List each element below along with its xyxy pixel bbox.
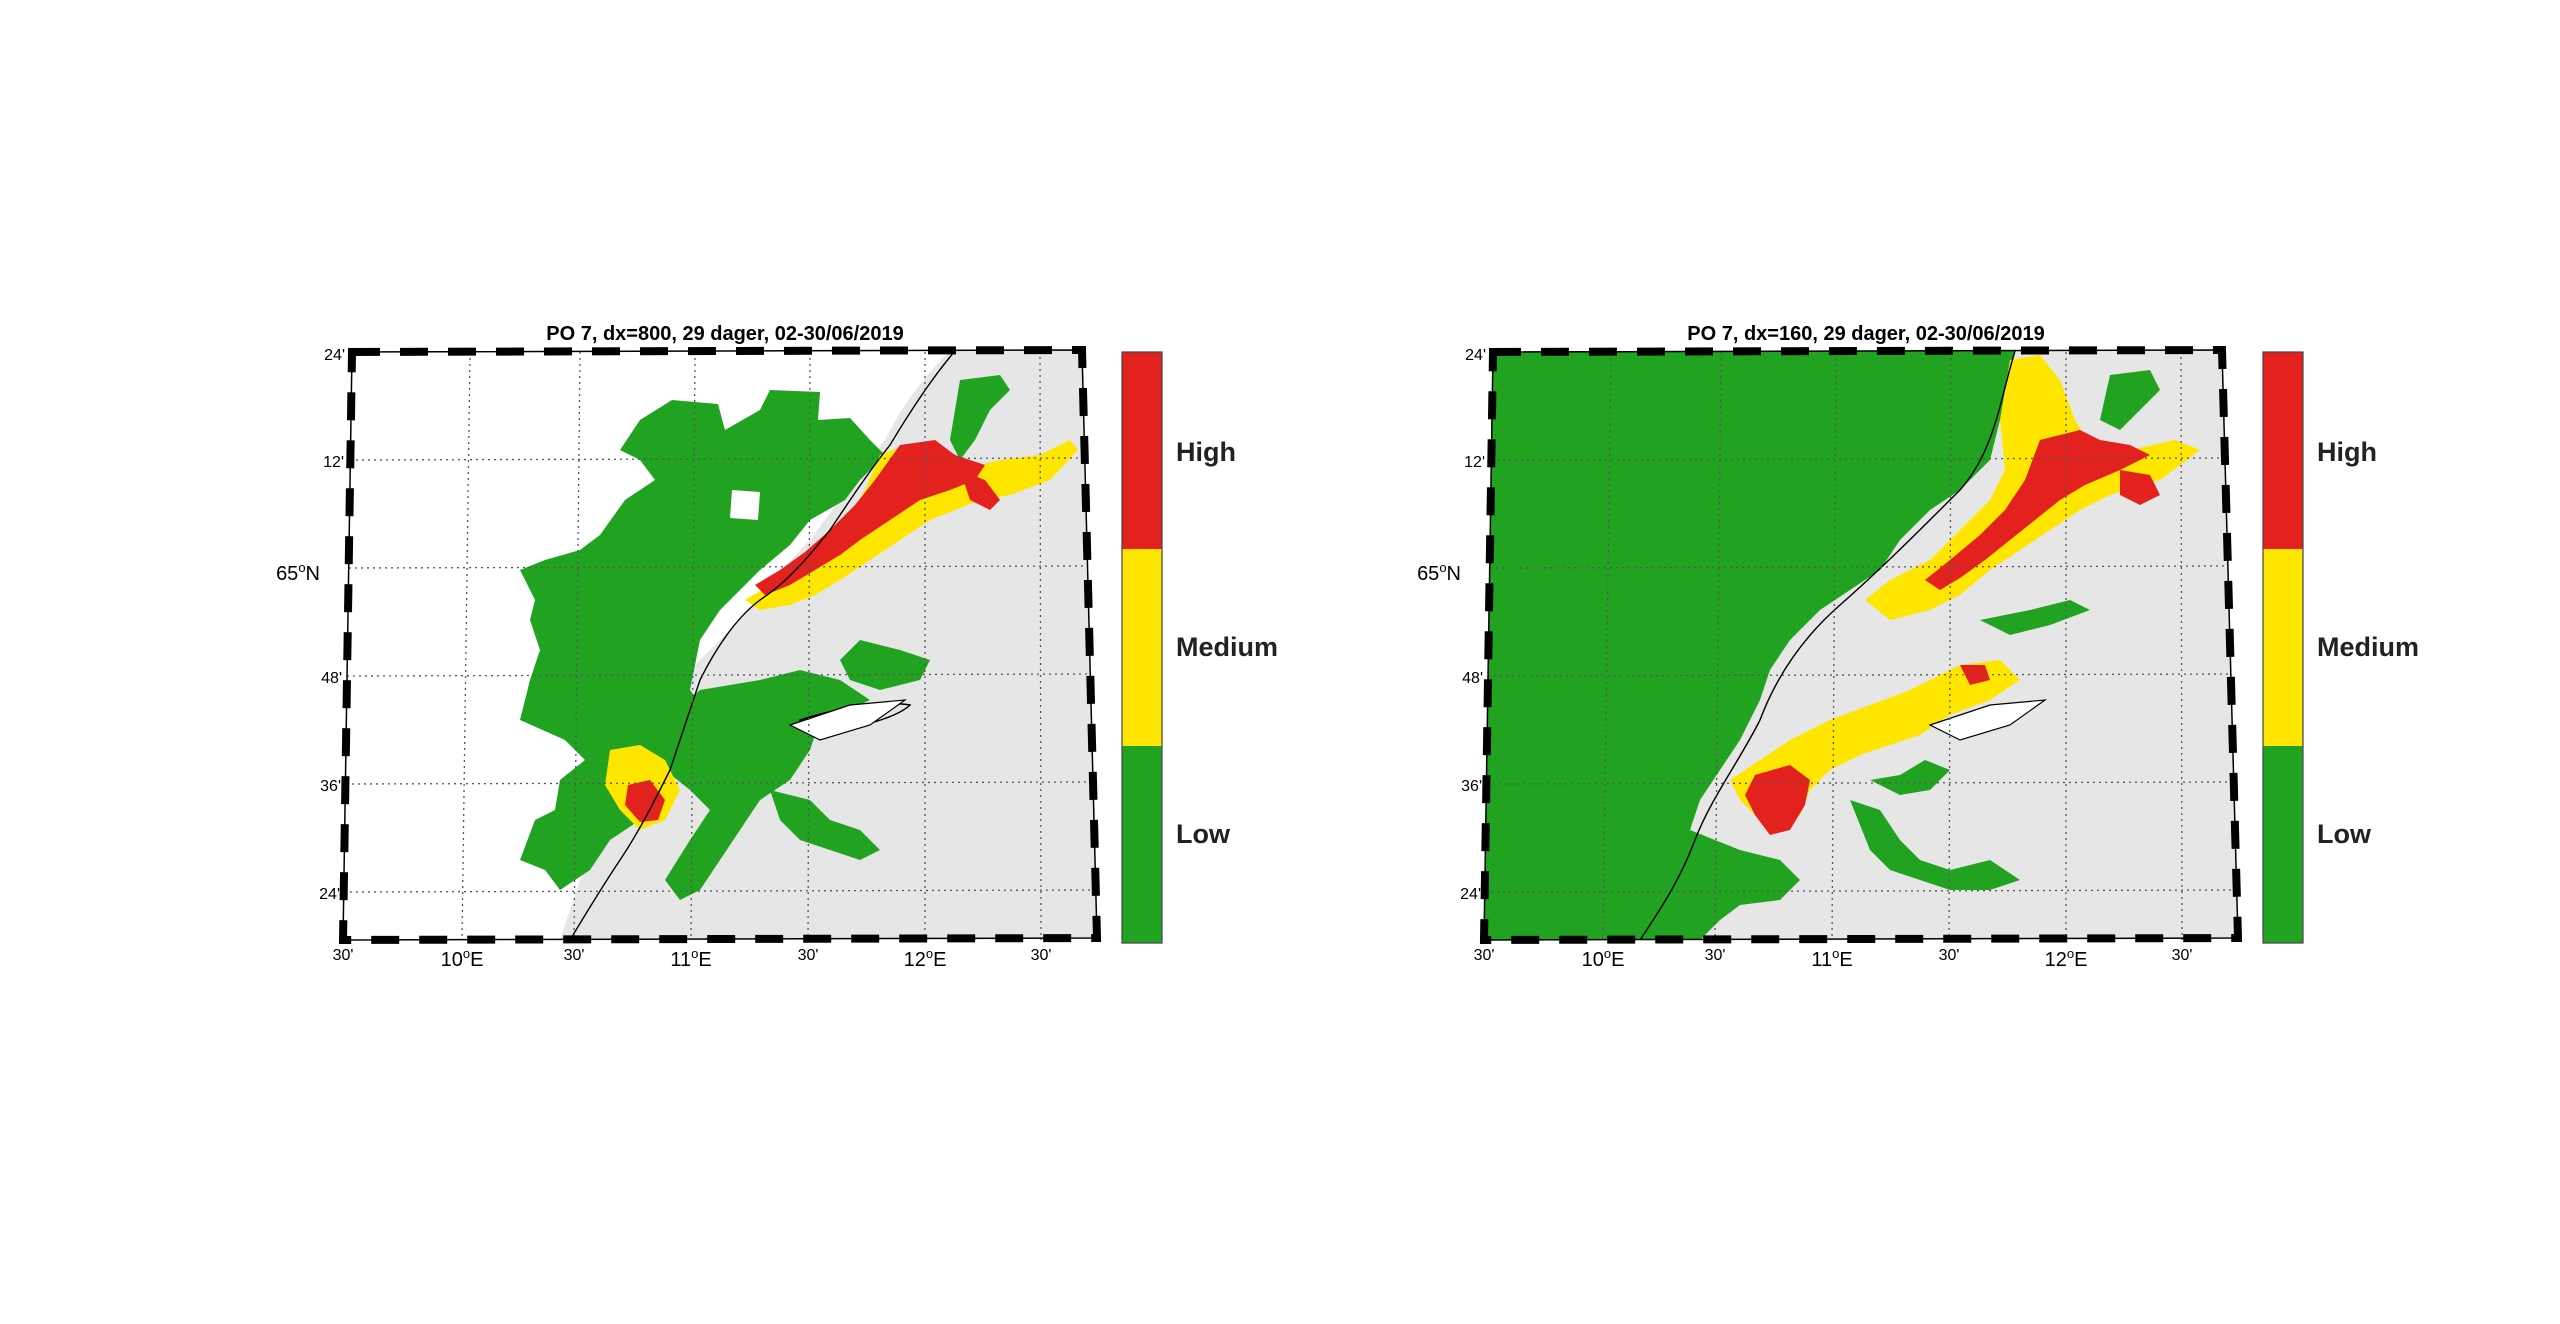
lon-label-30: 30' xyxy=(564,947,585,964)
high-zone-south xyxy=(625,780,665,822)
lon-label-30: 30' xyxy=(333,947,354,964)
colorbar-medium xyxy=(1122,549,1162,746)
high-zone-north xyxy=(755,440,985,595)
colorbar-medium xyxy=(2263,549,2303,746)
lon-label-30: 30' xyxy=(1031,947,1052,964)
lon-label-12e: 12oE xyxy=(2045,946,2088,971)
lat-label-12: 12' xyxy=(323,454,344,471)
lon-label-30: 30' xyxy=(1939,947,1960,964)
lon-label-10e: 10oE xyxy=(1582,946,1625,971)
colorbar: High Medium Low xyxy=(2262,351,2419,944)
high-zone-north-branch xyxy=(960,470,1000,510)
lat-label-65n: 65oN xyxy=(1417,560,1461,585)
lake xyxy=(788,699,908,741)
lat-label-24-bottom: 24' xyxy=(319,886,340,903)
low-fjord-middle xyxy=(1870,760,1950,795)
colorbar-outline xyxy=(2262,351,2304,944)
lon-label-30: 30' xyxy=(1474,947,1495,964)
map-title: PO 7, dx=160, 29 dager, 02-30/06/2019 xyxy=(1687,323,2044,345)
lat-label-36: 36' xyxy=(320,778,341,795)
colorbar-outline xyxy=(1121,351,1163,944)
colorbar-high xyxy=(1122,352,1162,549)
lat-label-12: 12' xyxy=(1464,454,1485,471)
colorbar-high xyxy=(2263,352,2303,549)
graticule xyxy=(1484,350,2237,941)
lake xyxy=(1928,699,2048,741)
map-frame-outline xyxy=(1483,349,2239,941)
legend-high: High xyxy=(1176,437,1236,467)
map-panel-dx800: PO 7, dx=800, 29 dager, 02-30/06/2019 xyxy=(276,323,1278,971)
legend-high: High xyxy=(2317,437,2377,467)
legend-low: Low xyxy=(2317,819,2372,849)
lon-label-10e: 10oE xyxy=(441,946,484,971)
colorbar: High Medium Low xyxy=(1121,351,1278,944)
map-frame-outline xyxy=(342,349,1098,941)
legend-medium: Medium xyxy=(1176,632,1278,662)
lon-label-30: 30' xyxy=(798,947,819,964)
lon-label-11e: 11oE xyxy=(670,946,711,971)
low-fjord-north xyxy=(950,375,1010,460)
medium-zone-north xyxy=(745,440,1078,610)
high-zone-north xyxy=(1925,430,2150,590)
low-fjord-middle xyxy=(840,640,930,690)
lat-label-36: 36' xyxy=(1461,778,1482,795)
graticule xyxy=(343,350,1096,941)
low-fjord-center xyxy=(1980,600,2090,635)
map-title: PO 7, dx=800, 29 dager, 02-30/06/2019 xyxy=(546,323,903,345)
low-fjord-north xyxy=(2100,370,2160,430)
lat-label-48: 48' xyxy=(1462,670,1483,687)
lat-label-24-top: 24' xyxy=(324,347,345,364)
low-fjord-southeast xyxy=(1850,800,2020,890)
legend-medium: Medium xyxy=(2317,632,2419,662)
low-zone xyxy=(1484,351,2015,940)
low-fjord-southeast xyxy=(770,790,880,860)
lon-label-30: 30' xyxy=(2172,947,2193,964)
coastline xyxy=(1639,350,2016,941)
high-zone-south xyxy=(1745,765,1810,835)
lon-label-11e: 11oE xyxy=(1811,946,1852,971)
legend-low: Low xyxy=(1176,819,1231,849)
colorbar-low xyxy=(2263,746,2303,943)
sea-gap xyxy=(730,490,760,520)
lon-label-12e: 12oE xyxy=(904,946,947,971)
lat-label-65n: 65oN xyxy=(276,560,320,585)
lat-label-24-top: 24' xyxy=(1465,347,1486,364)
colorbar-low xyxy=(1122,746,1162,943)
high-zone-north-branch xyxy=(2120,470,2160,505)
lat-label-24-bottom: 24' xyxy=(1460,886,1481,903)
lon-label-30: 30' xyxy=(1705,947,1726,964)
lat-label-48: 48' xyxy=(321,670,342,687)
coastline xyxy=(569,350,956,941)
map-panel-dx160: PO 7, dx=160, 29 dager, 02-30/06/2019 xyxy=(1417,323,2419,971)
